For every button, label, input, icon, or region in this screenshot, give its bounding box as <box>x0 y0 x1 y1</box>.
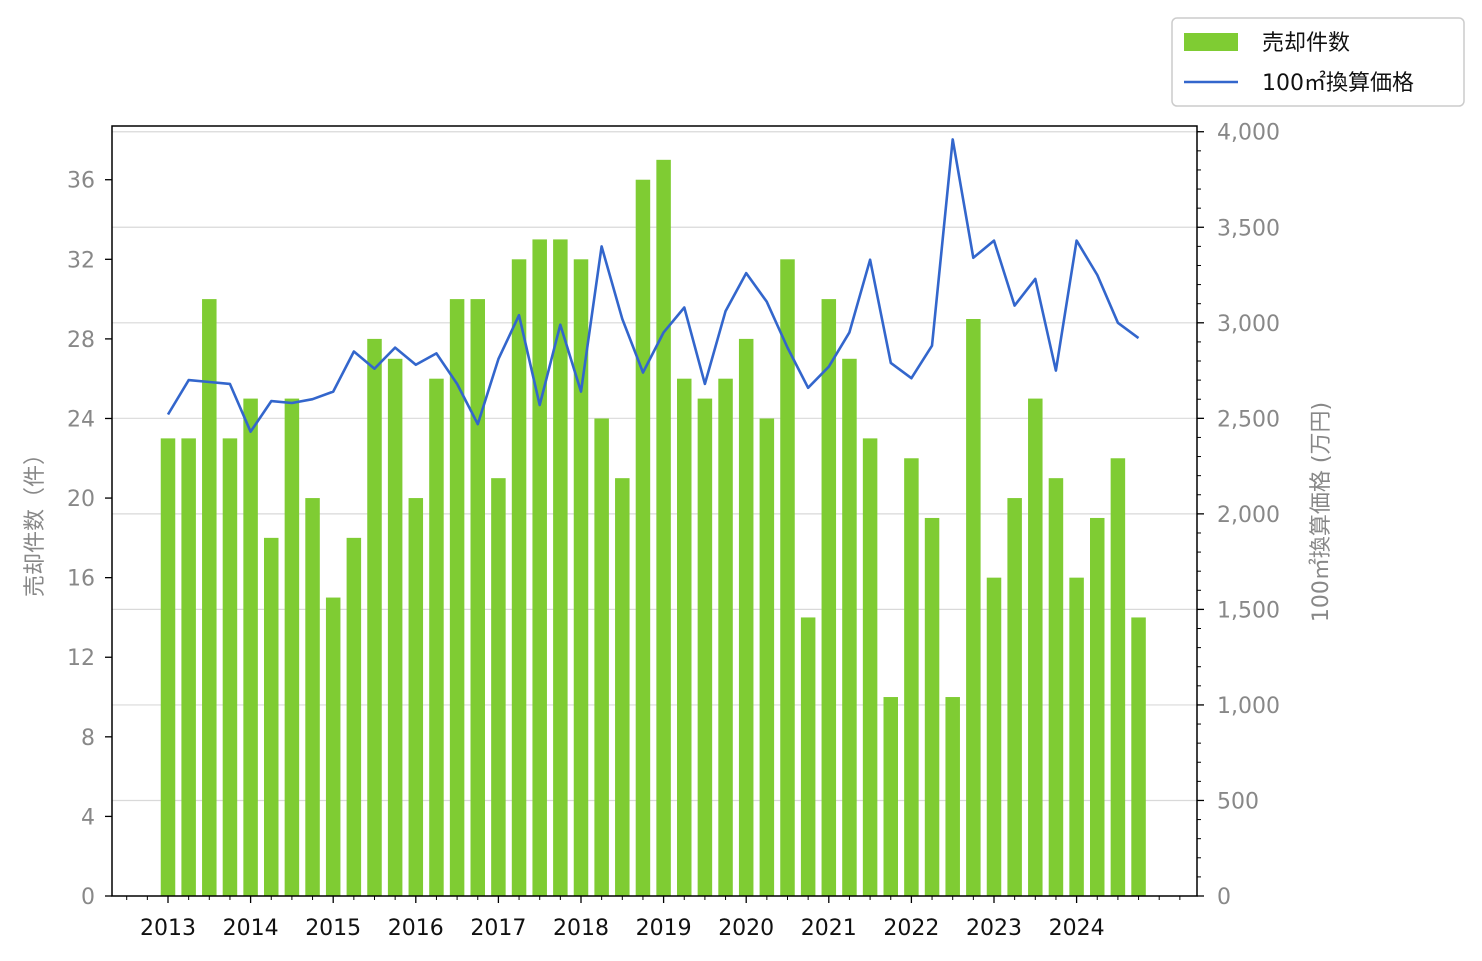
price-line <box>166 138 1140 434</box>
bar-40 <box>986 577 1002 896</box>
bar-43 <box>1048 478 1064 896</box>
bar-24 <box>656 159 671 897</box>
bar-14 <box>449 299 465 896</box>
bar-8 <box>325 597 341 896</box>
bar-41 <box>1007 498 1022 896</box>
right-tick-label-1: 500 <box>1217 789 1259 814</box>
bar-4 <box>243 398 258 896</box>
x-tick-label-2: 2015 <box>305 916 361 941</box>
bar-16 <box>491 478 506 896</box>
bar-45 <box>1090 517 1105 896</box>
left-tick-label-3: 12 <box>67 646 95 671</box>
x-tick-label-1: 2014 <box>223 916 279 941</box>
bar-39 <box>966 318 981 896</box>
bar-30 <box>780 259 795 896</box>
bar-47 <box>1131 617 1146 896</box>
bar-27 <box>718 378 733 896</box>
bar-21 <box>594 418 609 896</box>
x-tick-label-5: 2018 <box>553 916 609 941</box>
legend-bar-swatch <box>1184 33 1238 51</box>
left-tick-label-8: 32 <box>67 248 95 273</box>
bar-35 <box>883 697 898 896</box>
bar-44 <box>1069 577 1084 896</box>
x-tick-label-10: 2023 <box>966 916 1022 941</box>
bar-22 <box>615 478 630 896</box>
bar-15 <box>470 299 485 896</box>
bar-36 <box>904 458 919 896</box>
legend-label-line: 100㎡換算価格 <box>1262 70 1414 96</box>
x-tick-label-11: 2024 <box>1049 916 1105 941</box>
bar-34 <box>862 438 878 896</box>
bar-7 <box>305 498 320 896</box>
bar-5 <box>264 537 279 896</box>
x-tick-label-4: 2017 <box>470 916 526 941</box>
bar-25 <box>677 378 692 896</box>
right-tick-label-7: 3,500 <box>1217 216 1280 241</box>
x-tick-label-6: 2019 <box>636 916 692 941</box>
right-tick-label-0: 0 <box>1217 885 1231 910</box>
bar-37 <box>924 517 940 896</box>
bar-11 <box>387 358 403 896</box>
bar-20 <box>573 259 589 896</box>
x-tick-label-9: 2022 <box>883 916 939 941</box>
right-tick-label-2: 1,000 <box>1217 694 1280 719</box>
x-tick-label-0: 2013 <box>140 916 196 941</box>
left-axis-title: 売却件数（件） <box>23 443 48 597</box>
bar-0 <box>160 438 176 896</box>
bar-31 <box>800 617 816 896</box>
bar-29 <box>759 418 775 896</box>
bar-3 <box>222 438 238 896</box>
x-tick-label-3: 2016 <box>388 916 444 941</box>
bar-28 <box>738 338 754 896</box>
right-tick-label-6: 3,000 <box>1217 312 1280 337</box>
bar-6 <box>284 398 300 896</box>
left-tick-label-2: 8 <box>81 726 95 751</box>
left-tick-label-4: 16 <box>67 567 95 592</box>
legend-box <box>1171 17 1465 107</box>
left-tick-label-0: 0 <box>81 885 95 910</box>
bar-33 <box>842 358 857 896</box>
bar-38 <box>945 697 960 896</box>
left-tick-label-5: 20 <box>67 487 95 512</box>
bar-23 <box>635 179 651 896</box>
bar-18 <box>532 239 547 896</box>
legend: 売却件数 100㎡換算価格 <box>1171 17 1465 107</box>
bar-13 <box>429 378 444 896</box>
bar-series <box>160 159 1146 897</box>
x-tick-label-8: 2021 <box>801 916 857 941</box>
right-tick-label-3: 1,500 <box>1217 598 1280 623</box>
left-tick-label-7: 28 <box>67 328 95 353</box>
bar-12 <box>408 498 424 896</box>
bar-19 <box>553 239 568 896</box>
line-series <box>166 138 1140 434</box>
left-tick-label-9: 36 <box>67 169 95 194</box>
bar-2 <box>202 299 217 896</box>
plot-frame <box>111 125 1198 897</box>
bar-17 <box>511 259 527 896</box>
axes: 0481216202428323605001,0001,5002,0002,50… <box>67 121 1280 941</box>
legend-label-bars: 売却件数 <box>1262 31 1350 56</box>
left-tick-label-1: 4 <box>81 805 95 830</box>
right-tick-label-4: 2,000 <box>1217 503 1280 528</box>
bar-9 <box>346 537 362 896</box>
bar-26 <box>697 398 713 896</box>
right-axis-title: 100㎡換算価格 (万円) <box>1308 402 1334 622</box>
x-tick-label-7: 2020 <box>718 916 774 941</box>
bar-46 <box>1110 458 1126 896</box>
bar-1 <box>181 438 196 896</box>
right-tick-label-5: 2,500 <box>1217 407 1280 432</box>
bar-32 <box>821 299 837 896</box>
bar-10 <box>367 338 382 896</box>
right-tick-label-8: 4,000 <box>1217 121 1280 146</box>
bar-42 <box>1028 398 1043 896</box>
left-tick-label-6: 24 <box>67 407 95 432</box>
